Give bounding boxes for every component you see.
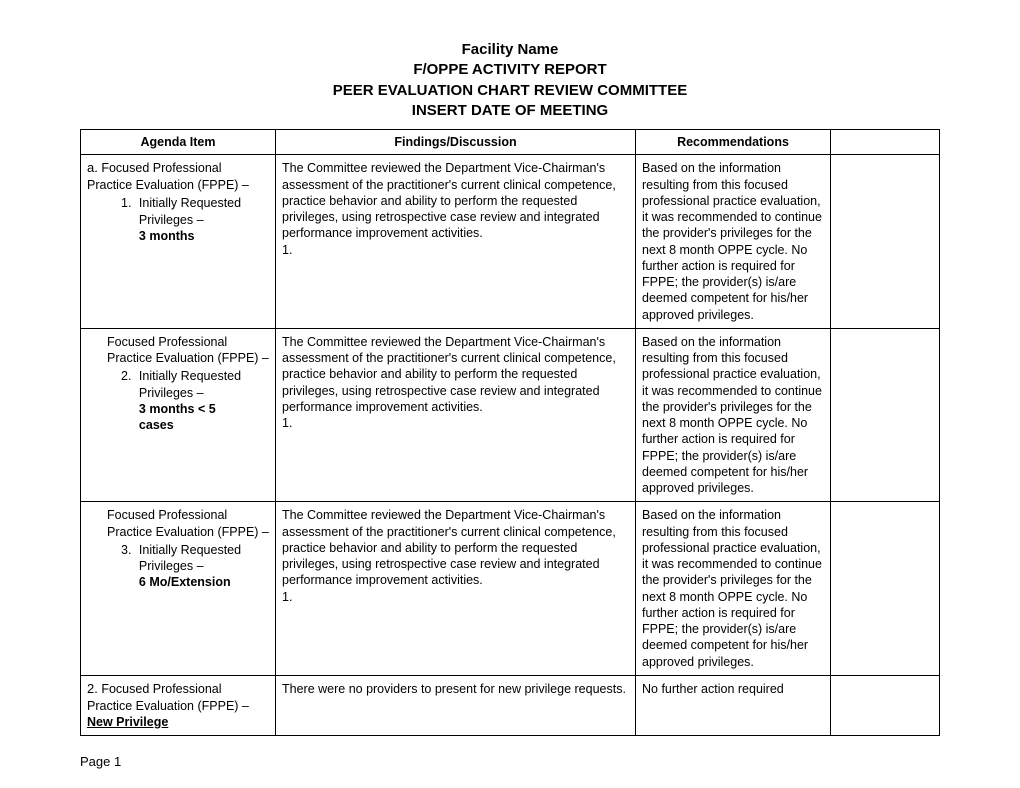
table-header-row: Agenda Item Findings/Discussion Recommen… [81, 130, 940, 155]
findings-cell: The Committee reviewed the Department Vi… [276, 155, 636, 329]
sub-number: 2. [121, 368, 131, 384]
agenda-subitem: 2. Initially Requested Privileges – 3 mo… [121, 368, 269, 433]
empty-cell [831, 155, 940, 329]
agenda-subitem: 1. Initially Requested Privileges – 3 mo… [121, 195, 269, 244]
agenda-prefix: 2. [87, 681, 98, 698]
agenda-cell: Focused Professional Practice Evaluation… [81, 502, 276, 676]
sub-text: Initially Requested Privileges – 6 Mo/Ex… [139, 542, 249, 591]
agenda-subitem: 3. Initially Requested Privileges – 6 Mo… [121, 542, 269, 591]
recommendations-cell: No further action required [636, 675, 831, 735]
sub-bold: 3 months < 5 cases [139, 402, 216, 432]
sub-text: Initially Requested Privileges – 3 month… [139, 368, 249, 433]
document-header: Facility Name F/OPPE ACTIVITY REPORT PEE… [80, 40, 940, 121]
page-number: Page 1 [80, 754, 940, 769]
table-row: Focused Professional Practice Evaluation… [81, 328, 940, 502]
agenda-cell: Focused Professional Practice Evaluation… [81, 328, 276, 502]
table-row: Focused Professional Practice Evaluation… [81, 502, 940, 676]
agenda-cell: a. Focused Professional Practice Evaluat… [81, 155, 276, 329]
table-row: 2. Focused Professional Practice Evaluat… [81, 675, 940, 735]
header-committee: PEER EVALUATION CHART REVIEW COMMITTEE [80, 81, 940, 101]
recommendations-cell: Based on the information resulting from … [636, 502, 831, 676]
findings-cell: There were no providers to present for n… [276, 675, 636, 735]
agenda-title: Focused Professional Practice Evaluation… [87, 161, 249, 192]
col-header-rec: Recommendations [636, 130, 831, 155]
table-row: a. Focused Professional Practice Evaluat… [81, 155, 940, 329]
sub-number: 3. [121, 542, 131, 558]
empty-cell [831, 675, 940, 735]
col-header-findings: Findings/Discussion [276, 130, 636, 155]
sub-bold: 3 months [139, 229, 195, 243]
findings-cell: The Committee reviewed the Department Vi… [276, 328, 636, 502]
empty-cell [831, 328, 940, 502]
findings-cell: The Committee reviewed the Department Vi… [276, 502, 636, 676]
agenda-title: Focused Professional Practice Evaluation… [107, 334, 269, 367]
agenda-title: Focused Professional Practice Evaluation… [107, 507, 269, 540]
evaluation-table: Agenda Item Findings/Discussion Recommen… [80, 129, 940, 736]
col-header-last [831, 130, 940, 155]
header-facility: Facility Name [80, 40, 940, 60]
sub-number: 1. [121, 195, 131, 211]
header-report-title: F/OPPE ACTIVITY REPORT [80, 60, 940, 80]
recommendations-cell: Based on the information resulting from … [636, 155, 831, 329]
recommendations-cell: Based on the information resulting from … [636, 328, 831, 502]
agenda-title: Focused Professional Practice Evaluation… [87, 682, 249, 729]
agenda-cell: 2. Focused Professional Practice Evaluat… [81, 675, 276, 735]
empty-cell [831, 502, 940, 676]
sub-bold: 6 Mo/Extension [139, 575, 231, 589]
agenda-prefix: a. [87, 160, 98, 177]
col-header-agenda: Agenda Item [81, 130, 276, 155]
header-date: INSERT DATE OF MEETING [80, 101, 940, 121]
sub-text: Initially Requested Privileges – 3 month… [139, 195, 249, 244]
